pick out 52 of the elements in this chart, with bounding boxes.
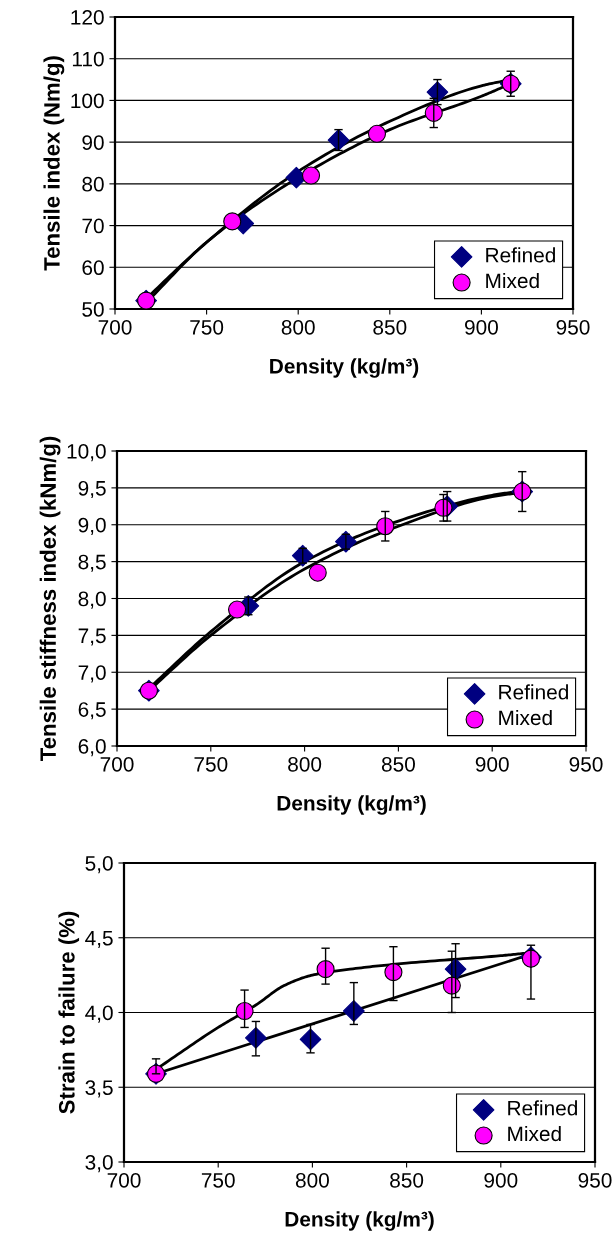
y-tick-label: 7,0 — [78, 665, 106, 683]
y-tick-label: 4,0 — [85, 1005, 113, 1023]
x-tick-label: 750 — [201, 1172, 235, 1188]
y-tick-label: 60 — [82, 260, 104, 276]
y-tick-label: 120 — [71, 10, 104, 25]
x-tick-label: 750 — [194, 756, 228, 772]
x-tick-label: 750 — [190, 319, 224, 335]
y-tick-label: 110 — [72, 51, 104, 67]
x-tick-label: 850 — [381, 756, 415, 772]
y-tick-label: 100 — [71, 93, 104, 109]
y-tick-label: 80 — [82, 176, 104, 192]
x-axis-title: Density (kg/m³) — [270, 358, 419, 378]
y-axis-title: Strain to failure (%) — [58, 911, 80, 1114]
legend-label: Refined — [486, 247, 555, 263]
x-tick-label: 850 — [390, 1172, 424, 1188]
x-tick-label: 900 — [465, 319, 498, 335]
y-tick-label: 5,0 — [85, 856, 113, 874]
legend-label: Mixed — [508, 1125, 561, 1142]
y-tick-label: 70 — [82, 218, 104, 234]
y-tick-label: 6,0 — [78, 739, 106, 757]
x-tick-label: 900 — [475, 756, 509, 772]
y-axis-title: Tensile stiffness index (kNm/g) — [39, 436, 61, 762]
y-tick-label: 9,5 — [78, 480, 106, 499]
y-tick-label: 50 — [82, 302, 104, 317]
y-tick-label: 4,5 — [85, 930, 113, 948]
y-axis-title: Tensile index (Nm/g) — [43, 56, 65, 271]
y-tick-label: 7,5 — [78, 628, 106, 646]
x-tick-label: 700 — [100, 756, 134, 772]
x-tick-label: 800 — [288, 756, 322, 772]
legend-label: Refined — [499, 684, 568, 700]
y-tick-label: 90 — [82, 135, 104, 150]
x-tick-label: 700 — [107, 1172, 141, 1188]
x-tick-label: 850 — [373, 319, 407, 335]
x-tick-label: 800 — [295, 1172, 329, 1188]
legend-label: Refined — [508, 1100, 577, 1116]
x-tick-label: 700 — [98, 319, 132, 335]
y-tick-label: 8,5 — [78, 554, 106, 572]
y-tick-label: 3,0 — [85, 1155, 113, 1173]
y-tick-label: 10,0 — [67, 444, 106, 462]
legend-label: Mixed — [499, 709, 552, 726]
x-axis-title: Density (kg/m³) — [277, 795, 426, 815]
legend-label: Mixed — [486, 272, 539, 289]
x-tick-label: 800 — [281, 319, 315, 335]
y-tick-label: 3,5 — [85, 1080, 113, 1098]
x-tick-label: 950 — [569, 756, 603, 772]
x-tick-label: 900 — [484, 1172, 518, 1188]
y-tick-label: 8,0 — [78, 591, 106, 609]
y-tick-label: 9,0 — [78, 517, 106, 535]
x-tick-label: 950 — [556, 319, 590, 335]
y-tick-label: 6,5 — [78, 702, 106, 720]
x-axis-title: Density (kg/m³) — [285, 1211, 434, 1231]
x-tick-label: 950 — [578, 1172, 612, 1188]
